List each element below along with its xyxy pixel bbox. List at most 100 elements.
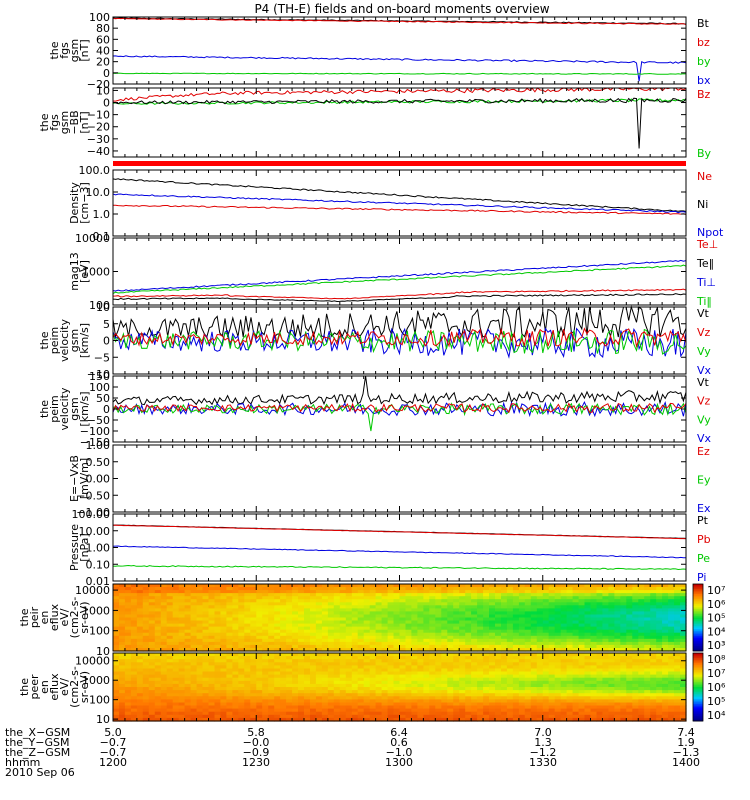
spectrogram-cell xyxy=(190,602,198,606)
spectrogram-cell xyxy=(286,674,293,679)
spectrogram-cell xyxy=(304,705,311,710)
spectrogram-cell xyxy=(208,683,216,688)
spectrogram-cell xyxy=(202,714,210,719)
spectrogram-cell xyxy=(459,587,466,591)
spectrogram-cell xyxy=(304,629,311,634)
spectrogram-cell xyxy=(232,705,239,710)
spectrogram-cell xyxy=(333,677,341,682)
spectrogram-cell xyxy=(172,699,180,704)
spectrogram-cell xyxy=(608,605,615,609)
spectrogram-cell xyxy=(315,611,323,615)
spectrogram-cell xyxy=(363,587,371,591)
spectrogram-cell xyxy=(447,690,454,694)
spectrogram-cell xyxy=(512,656,520,660)
spectrogram-cell xyxy=(393,690,401,694)
spectrogram-cell xyxy=(315,587,323,591)
spectrogram-cell xyxy=(536,590,544,594)
spectrogram-cell xyxy=(471,596,478,600)
spectrogram-cell xyxy=(119,635,126,640)
spectrogram-cell xyxy=(244,644,251,649)
spectrogram-cell xyxy=(608,590,615,594)
spectrogram-cell xyxy=(411,644,418,649)
spectrogram-cell xyxy=(256,629,263,634)
spectrogram-cell xyxy=(512,708,520,713)
spectrogram-cell xyxy=(136,623,144,628)
spectrogram-cell xyxy=(339,683,347,688)
spectrogram-cell xyxy=(351,641,359,646)
spectrogram-cell xyxy=(298,674,305,679)
spectrogram-cell xyxy=(524,705,532,710)
spectrogram-cell xyxy=(417,668,424,673)
spectrogram-cell xyxy=(274,587,281,591)
spectrogram-cell xyxy=(154,602,162,606)
spectrogram-cell xyxy=(560,665,568,670)
spectrogram-cell xyxy=(483,641,490,646)
spectrogram-cell xyxy=(327,656,335,660)
spectrogram-cell xyxy=(375,693,383,697)
spectrogram-cell xyxy=(369,644,377,649)
spectrogram-cell xyxy=(250,605,257,609)
spectrogram-cell xyxy=(256,644,263,649)
spectrogram-cell xyxy=(453,608,460,612)
spectrogram-cell xyxy=(298,648,305,652)
spectrogram-cell xyxy=(113,668,120,673)
spectrogram-cell xyxy=(465,708,472,713)
spectrogram-cell xyxy=(238,608,245,612)
y-tick-label: 0.01 xyxy=(86,575,111,588)
spectrogram-cell xyxy=(160,711,168,716)
spectrogram-cell xyxy=(292,614,299,619)
spectrogram-cell xyxy=(429,674,436,679)
spectrogram-cell xyxy=(154,662,162,666)
spectrogram-cell xyxy=(668,629,675,634)
spectrogram-cell xyxy=(250,635,257,640)
spectrogram-cell xyxy=(119,620,126,625)
spectrogram-cell xyxy=(483,611,490,615)
legend-label: bz xyxy=(697,36,710,49)
spectrogram-cell xyxy=(423,599,430,603)
spectrogram-cell xyxy=(530,611,538,615)
spectrogram-cell xyxy=(495,593,502,597)
spectrogram-cell xyxy=(160,714,168,719)
spectrogram-cell xyxy=(387,584,395,588)
spectrogram-cell xyxy=(441,687,448,691)
spectrogram-cell xyxy=(148,614,156,619)
spectrogram-cell xyxy=(602,611,609,615)
spectrogram-cell xyxy=(548,702,556,707)
spectrogram-cell xyxy=(405,708,413,713)
spectrogram-cell xyxy=(393,626,401,631)
spectrogram-cell xyxy=(375,714,383,719)
spectrogram-cell xyxy=(387,608,395,612)
spectrogram-cell xyxy=(136,629,144,634)
spectrogram-cell xyxy=(483,614,490,619)
spectrogram-cell xyxy=(578,644,586,649)
spectrogram-cell xyxy=(572,629,580,634)
spectrogram-cell xyxy=(244,653,251,657)
spectrogram-cell xyxy=(501,714,508,719)
spectrogram-cell xyxy=(136,620,144,625)
spectrogram-cell xyxy=(220,648,227,652)
spectrogram-cell xyxy=(548,590,556,594)
spectrogram-cell xyxy=(435,596,442,600)
spectrogram-cell xyxy=(375,699,383,704)
spectrogram-cell xyxy=(208,608,216,612)
spectrogram-cell xyxy=(280,623,287,628)
spectrogram-cell xyxy=(226,671,233,676)
spectrogram-cell xyxy=(202,584,210,588)
spectrogram-cell xyxy=(363,680,371,685)
spectrogram-cell xyxy=(250,711,257,716)
spectrogram-cell xyxy=(339,665,347,670)
spectrogram-cell xyxy=(477,674,484,679)
spectrogram-cell xyxy=(327,584,335,588)
spectrogram-cell xyxy=(268,711,275,716)
spectrogram-cell xyxy=(411,665,418,670)
spectrogram-cell xyxy=(190,690,198,694)
spectrogram-cell xyxy=(327,623,335,628)
spectrogram-cell xyxy=(327,635,335,640)
spectrogram-cell xyxy=(447,687,454,691)
spectrogram-cell xyxy=(566,587,574,591)
spectrogram-cell xyxy=(405,608,413,612)
spectrogram-cell xyxy=(656,635,663,640)
spectrogram-cell xyxy=(387,677,395,682)
spectrogram-cell xyxy=(650,617,657,622)
spectrogram-cell xyxy=(304,690,311,694)
